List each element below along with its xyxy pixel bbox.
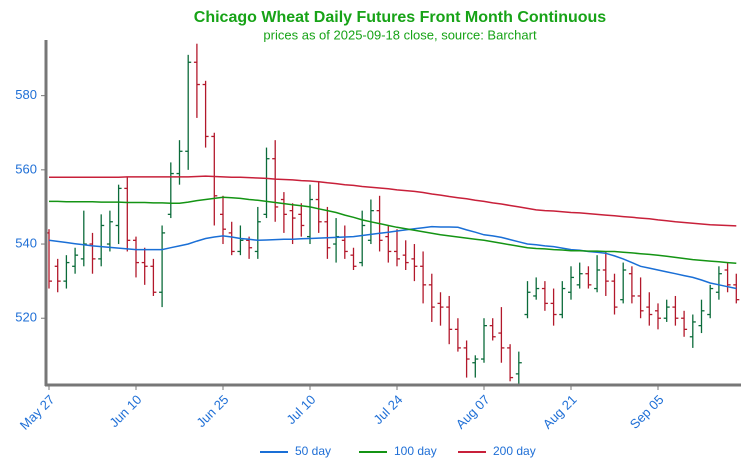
moving-average-line bbox=[48, 225, 737, 290]
y-tick-label: 580 bbox=[15, 87, 37, 102]
x-tick-label: Jul 10 bbox=[283, 392, 318, 427]
legend-label: 100 day bbox=[394, 444, 437, 458]
moving-average-line bbox=[49, 196, 737, 265]
y-tick-label: 540 bbox=[15, 235, 37, 250]
legend-label: 200 day bbox=[493, 444, 536, 458]
x-tick-label: May 27 bbox=[17, 392, 58, 433]
legend-label: 50 day bbox=[295, 444, 331, 458]
y-tick-label: 560 bbox=[15, 161, 37, 176]
moving-average-line bbox=[49, 175, 737, 227]
x-tick-label: Aug 07 bbox=[453, 392, 493, 432]
x-tick-label: Aug 21 bbox=[540, 392, 580, 432]
y-tick-label: 520 bbox=[15, 310, 37, 325]
x-tick-label: Jul 24 bbox=[370, 392, 405, 427]
x-tick-label: Sep 05 bbox=[627, 392, 667, 432]
x-tick-label: Jun 10 bbox=[106, 392, 144, 430]
chart-title: Chicago Wheat Daily Futures Front Month … bbox=[194, 9, 607, 26]
x-tick-label: Jun 25 bbox=[193, 392, 231, 430]
plot-area bbox=[46, 43, 740, 385]
chart-subtitle: prices as of 2025-09-18 close, source: B… bbox=[263, 27, 537, 42]
